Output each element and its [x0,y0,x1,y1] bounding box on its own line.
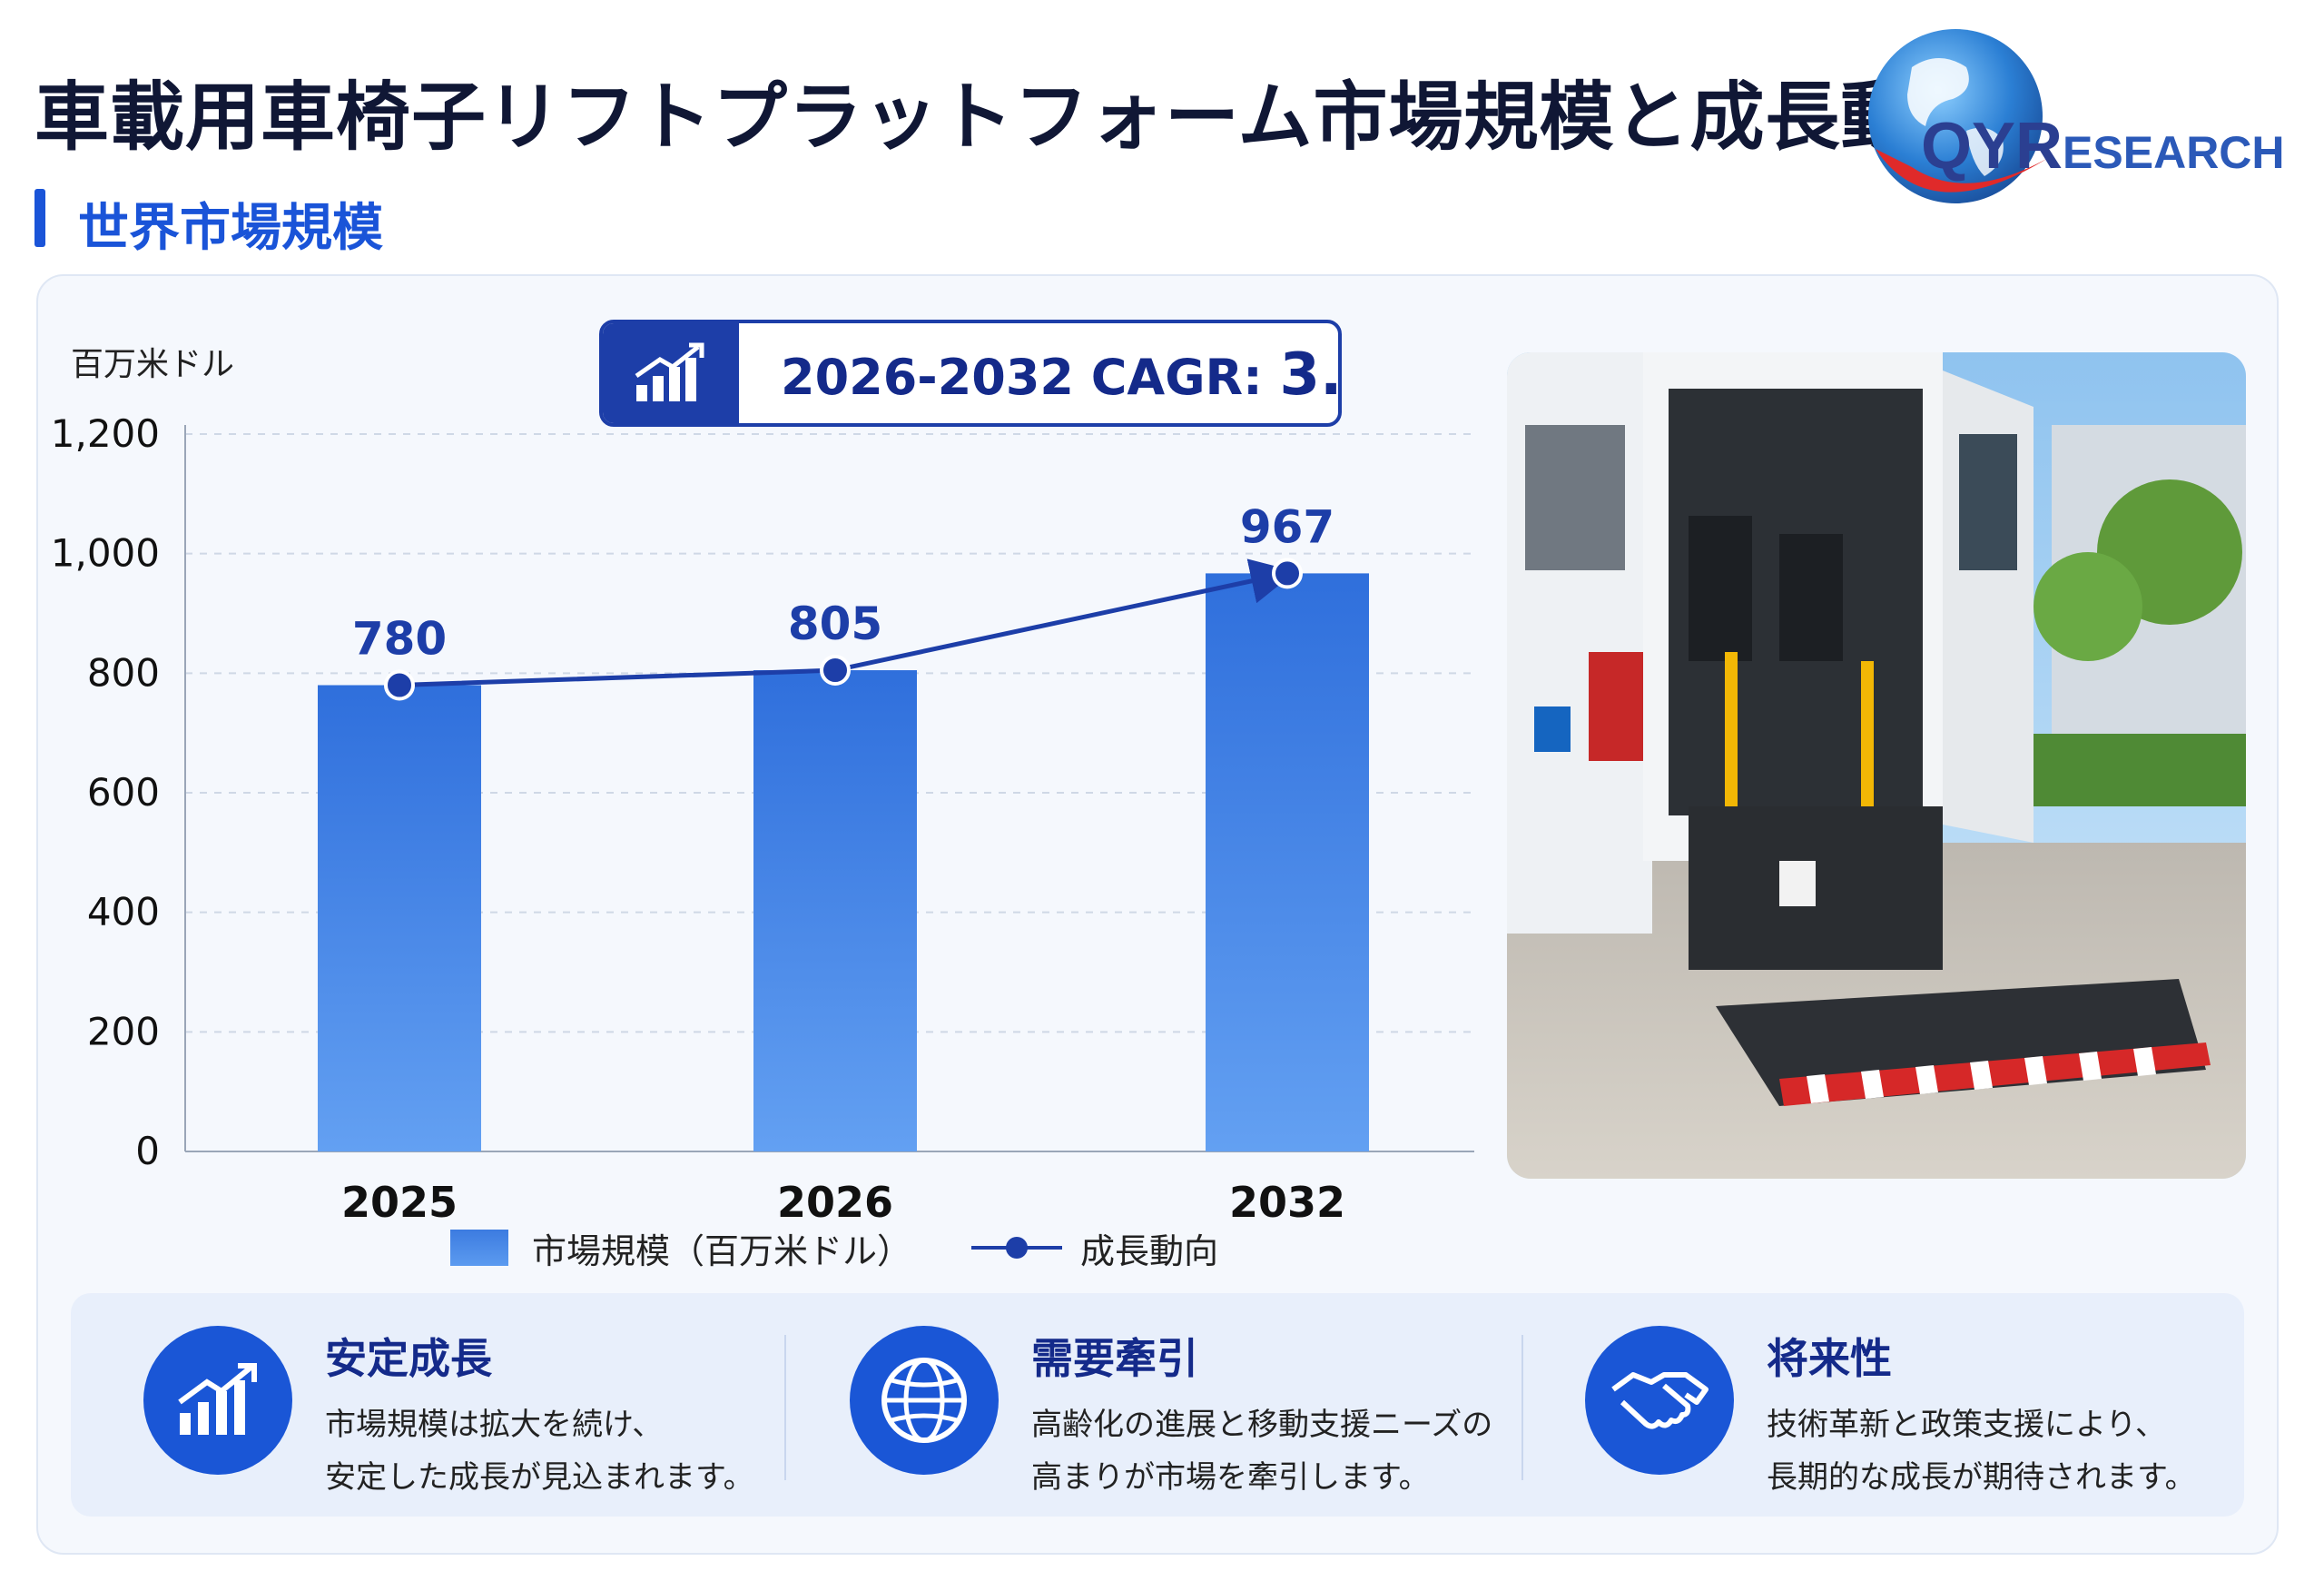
feature-description: 技術革新と政策支援により、 長期的な成長が期待されます。 [1767,1407,2196,1496]
legend-bar-label: 市場規模（百万米ドル） [532,1230,912,1271]
y-tick-label: 1,200 [51,411,160,456]
section-subtitle: 世界市場規模 [78,199,383,258]
trend-point [820,655,851,687]
y-tick-label: 200 [87,1009,160,1053]
bar-2025 [318,685,481,1151]
feature-description: 高齢化の進展と移動支援ニーズの 高まりが市場を牽引します。 [1031,1407,1493,1496]
bar-2026 [753,670,917,1151]
feature-title: 需要牽引 [1031,1334,1198,1383]
feature-title: 安定成長 [325,1334,492,1383]
y-tick-label: 400 [87,890,160,934]
y-axis-unit-label: 百万米ドル [71,346,235,383]
market-size-chart: 0 200 400 600 800 1,000 1,200 2025 2026 2032 780 80… [51,411,1474,1227]
y-tick-label: 0 [135,1129,160,1173]
x-tick-label: 2032 [1229,1178,1345,1227]
data-label: 967 [1240,500,1334,553]
y-tick-label: 600 [87,770,160,815]
legend-line-label: 成長動向 [1080,1230,1219,1271]
qyresearch-logo: QYRESEARCH [1857,13,2311,222]
growth-chart-icon [143,1326,292,1475]
subtitle-accent-bar [34,189,45,247]
feature-title: 将来性 [1767,1334,1892,1383]
data-label: 780 [352,613,447,666]
legend-line-swatch [971,1230,1063,1266]
globe-logo-icon [1868,29,2048,203]
feature-divider [784,1335,786,1480]
x-tick-label: 2026 [777,1178,893,1227]
cagr-badge: 2026-2032 CAGR: 3.1% [599,320,1342,427]
wheelchair-lift-van-photo [1507,352,2246,1179]
cagr-label: 2026-2032 CAGR: [781,349,1263,406]
trend-point [1272,558,1303,589]
feature-description: 市場規模は拡大を続け、 安定した成長が見込まれます。 [325,1407,754,1496]
logo-text-rest: ESEARCH [2063,127,2285,178]
bar-chart-up-icon [603,323,739,423]
globe-icon [850,1326,999,1475]
y-tick-label: 800 [87,650,160,695]
data-label: 805 [788,598,882,650]
logo-wordmark: QYRESEARCH [1921,109,2285,183]
legend-bar-swatch [450,1230,508,1266]
logo-text-main: QYR [1921,110,2063,183]
features-panel [71,1293,2244,1517]
bar-2032 [1206,573,1369,1151]
y-tick-label: 1,000 [51,531,160,576]
feature-divider [1521,1335,1523,1480]
chart-legend: 市場規模（百万米ドル） 成長動向 [450,1222,1218,1273]
x-tick-label: 2025 [341,1178,458,1227]
trend-point [384,669,415,701]
handshake-icon [1585,1326,1734,1475]
cagr-text: 2026-2032 CAGR: 3.1% [781,341,1342,409]
cagr-value: 3.1% [1279,341,1342,409]
page-title: 車載用車椅子リフトプラットフォーム市場規模と成長動向 [34,74,1992,161]
